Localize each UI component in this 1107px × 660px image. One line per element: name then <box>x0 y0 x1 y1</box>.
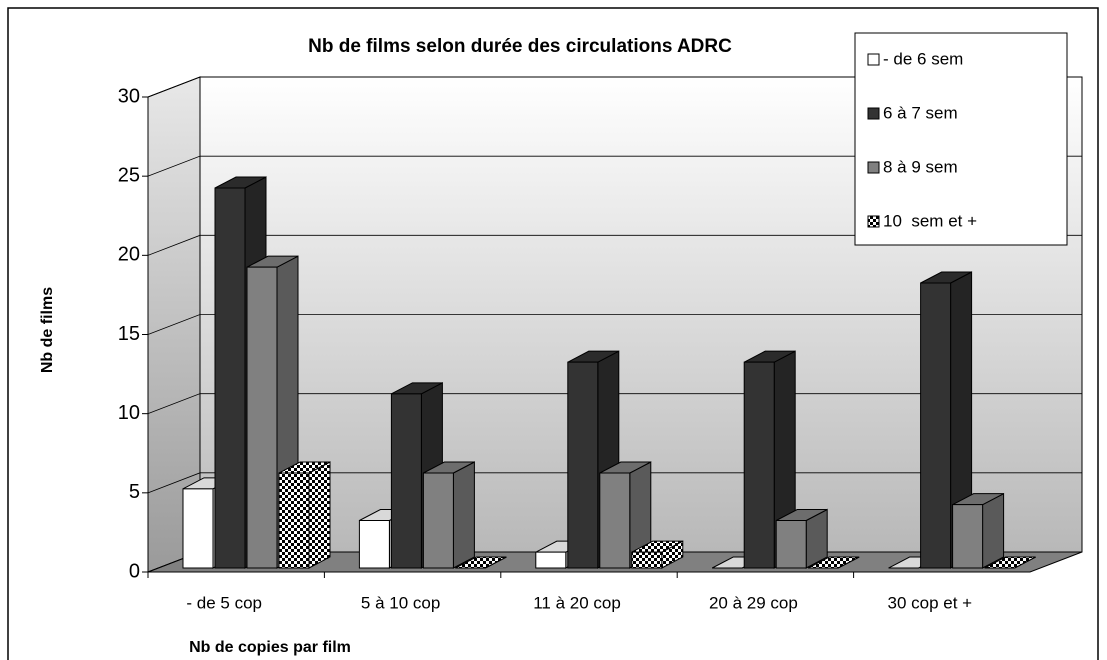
bar-front <box>390 393 422 569</box>
x-tick-label: 5 à 10 cop <box>361 593 440 612</box>
y-tick-label: 0 <box>129 560 140 582</box>
bar-front <box>358 520 390 569</box>
bar-front <box>567 361 599 569</box>
y-tick-label: 15 <box>118 323 140 345</box>
y-tick-label: 20 <box>118 244 140 266</box>
bar-side <box>308 461 331 569</box>
bar <box>455 556 507 569</box>
bar-front <box>278 472 310 569</box>
grid-line <box>147 155 1082 177</box>
bar-front <box>599 472 631 569</box>
bar-front <box>422 472 454 569</box>
bar-front <box>631 551 663 569</box>
x-axis-label: Nb de copies par film <box>189 639 351 656</box>
grid-line <box>147 314 1082 335</box>
bar-front <box>920 282 952 569</box>
bar <box>599 461 652 569</box>
y-tick-label: 25 <box>118 164 140 186</box>
legend: - de 6 sem 6 à 7 sem 8 à 9 sem 10 sem et + <box>854 32 1068 246</box>
x-tick-label: 30 cop et + <box>888 593 973 612</box>
bar-side <box>452 461 475 569</box>
bar <box>807 556 860 569</box>
bar <box>920 271 973 569</box>
chart-title: Nb de films selon durée des circulations… <box>308 36 732 57</box>
legend-swatch <box>867 161 880 174</box>
x-tick-label: 11 à 20 cop <box>533 593 621 612</box>
bar-front <box>775 520 807 569</box>
grid-line <box>147 234 1082 256</box>
y-axis-label: Nb de films <box>39 287 56 373</box>
legend-label: 8 à 9 sem <box>883 157 958 176</box>
chart-border <box>7 7 1099 660</box>
grid-line <box>147 76 1082 98</box>
y-tick-label: 10 <box>118 402 140 424</box>
legend-swatch <box>867 215 880 228</box>
bar-front <box>952 504 984 569</box>
bar <box>422 461 475 569</box>
bar-front <box>535 551 567 569</box>
bar <box>631 540 684 569</box>
bar <box>952 492 1005 569</box>
bar-side <box>982 492 1005 569</box>
bar-front <box>214 187 246 569</box>
bar-front <box>743 361 775 569</box>
bar-front <box>246 266 278 569</box>
legend-label: - de 6 sem <box>883 49 963 68</box>
legend-swatch <box>867 107 880 120</box>
bar-front <box>182 488 214 569</box>
legend-label: 10 sem et + <box>883 211 977 230</box>
bar <box>278 461 331 569</box>
y-tick-label: 5 <box>129 481 140 503</box>
x-tick-label: - de 5 cop <box>186 593 262 612</box>
legend-label: 6 à 7 sem <box>883 103 958 122</box>
x-tick-label: 20 à 29 cop <box>709 593 798 612</box>
bar <box>775 508 828 569</box>
bar <box>984 556 1036 569</box>
legend-box <box>854 32 1068 246</box>
y-tick-label: 30 <box>118 85 140 107</box>
legend-swatch <box>867 53 880 66</box>
